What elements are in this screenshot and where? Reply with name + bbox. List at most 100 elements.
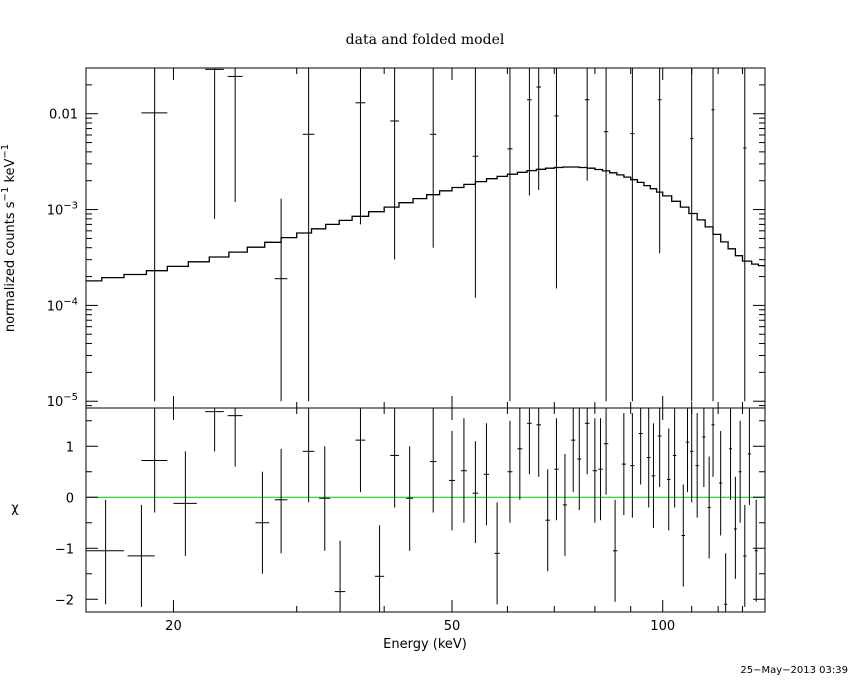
spectrum-panel: 0.01 10−3 10−4 10−5 normalized counts s−1 k…: [0, 67, 766, 411]
residual-point: [695, 413, 699, 518]
residual-point: [621, 413, 626, 516]
residual-point: [472, 441, 479, 544]
residual-y-axis-label: χ: [11, 501, 19, 516]
residual-point: [711, 408, 715, 477]
residual-point: [707, 456, 711, 559]
chart-title: data and folded model: [346, 32, 505, 48]
residual-point: [729, 408, 733, 500]
residual-point: [738, 420, 742, 523]
residual-point: [603, 408, 609, 495]
spectrum-ticks: [86, 67, 766, 408]
spectrum-ytick-labels: 0.01 10−3 10−4 10−5: [47, 108, 78, 411]
residual-tick-label: −2: [55, 593, 74, 608]
residual-point: [302, 408, 315, 503]
residual-point: [274, 448, 288, 554]
data-point: [390, 68, 399, 260]
residual-point: [355, 408, 366, 493]
residual-point: [527, 408, 532, 475]
residual-point: [592, 418, 598, 523]
residual-point: [685, 408, 690, 493]
residual-point: [507, 420, 513, 523]
count-rate-tick-label: 10−4: [47, 296, 78, 314]
residual-point: [173, 451, 197, 556]
data-point: [743, 68, 747, 402]
residual-point: [754, 499, 758, 602]
residual-point: [584, 408, 590, 475]
spectrum-y-axis-label: normalized counts s−1 keV−1: [0, 144, 18, 332]
residual-point: [334, 540, 346, 612]
residual-tick-label: 0: [66, 491, 74, 506]
residual-point: [127, 504, 155, 607]
residual-point: [733, 476, 737, 579]
residual-point: [630, 413, 635, 518]
residual-point: [536, 408, 541, 477]
residual-point: [598, 418, 603, 521]
residual-point: [672, 408, 677, 508]
residual-point: [554, 418, 559, 521]
data-point: [507, 68, 513, 402]
residual-point: [429, 408, 437, 513]
data-point: [657, 68, 662, 254]
residual-point: [319, 446, 331, 551]
residual-point: [205, 408, 224, 452]
residual-point: [460, 418, 467, 523]
residual-tick-label: 1: [66, 440, 74, 455]
x-axis-label: Energy (keV): [383, 637, 467, 652]
data-point: [472, 68, 479, 298]
residual-point: [612, 499, 618, 602]
folded-model-line: [86, 166, 765, 282]
residual-point: [517, 408, 523, 500]
residual-point: [227, 408, 243, 467]
timestamp: 25−May−2013 03:39: [740, 665, 848, 676]
residual-point: [657, 408, 662, 488]
data-point: [302, 68, 315, 402]
energy-tick-label: 20: [165, 619, 182, 634]
residual-point: [719, 430, 723, 536]
residual-point: [494, 502, 500, 605]
residual-tick-label: −1: [55, 542, 74, 557]
data-point: [274, 198, 288, 402]
data-point: [554, 68, 559, 289]
data-point: [141, 68, 168, 402]
residual-ticks: [86, 408, 766, 612]
residual-point: [255, 471, 270, 574]
residual-point: [666, 428, 671, 531]
spectrum-data-points: [141, 68, 747, 402]
residual-point: [406, 446, 414, 551]
residual-point: [562, 453, 568, 556]
count-rate-tick-label: 0.01: [49, 108, 78, 123]
data-point: [630, 68, 635, 402]
residual-point: [374, 525, 385, 612]
residual-point: [545, 469, 550, 572]
residual-point: [571, 408, 576, 493]
count-rate-tick-label: 10−3: [47, 201, 78, 219]
residual-ytick-labels: 1 0 −1 −2: [55, 440, 74, 608]
residual-point: [651, 423, 656, 528]
residual-point: [141, 408, 168, 513]
residual-point: [747, 408, 752, 505]
energy-tick-label: 100: [650, 619, 675, 634]
spectrum-panel-frame: [85, 67, 766, 409]
data-point: [603, 68, 609, 402]
residual-point: [702, 408, 706, 488]
energy-tick-labels: 20 50 100: [165, 619, 675, 634]
residual-point: [577, 408, 582, 510]
residual-panel-frame: [85, 407, 766, 613]
energy-tick-label: 50: [444, 619, 461, 634]
data-point: [527, 68, 532, 196]
residual-point: [743, 504, 747, 607]
residual-point: [681, 484, 685, 587]
residual-point: [86, 499, 125, 605]
data-point: [205, 68, 224, 219]
residual-point: [724, 553, 728, 612]
residual-point: [390, 408, 399, 508]
residual-point: [646, 408, 651, 508]
residual-data-points: [86, 408, 758, 612]
residual-point: [638, 408, 643, 485]
residual-point: [690, 408, 694, 503]
data-point: [227, 68, 243, 202]
data-point: [429, 68, 437, 248]
data-point: [584, 68, 590, 181]
data-point: [536, 68, 541, 191]
